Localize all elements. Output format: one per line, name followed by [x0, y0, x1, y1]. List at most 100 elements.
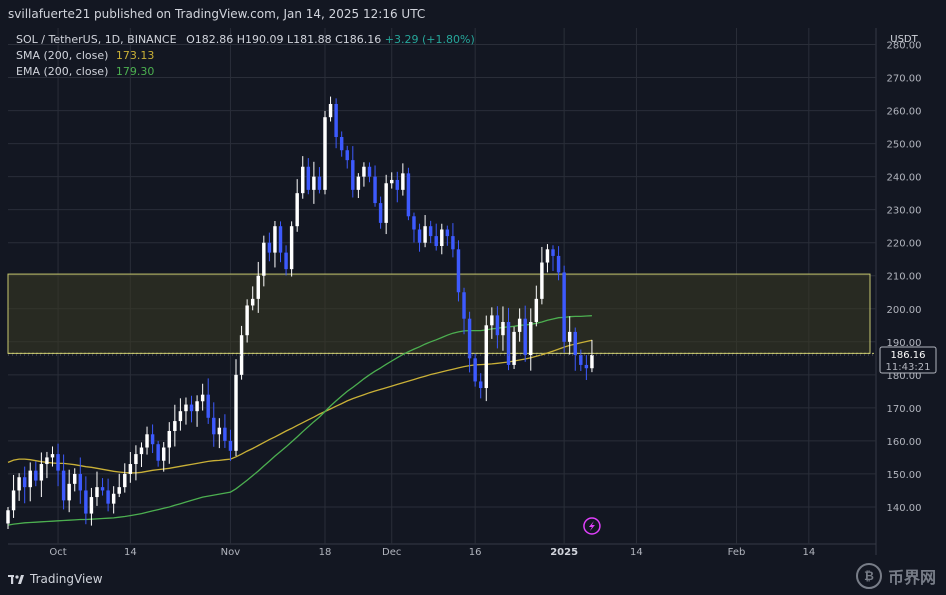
- candle-body: [217, 427, 222, 435]
- candle-body: [195, 401, 199, 412]
- candle-body: [534, 298, 539, 322]
- candle-body: [145, 434, 149, 448]
- legend: SOL / TetherUS, 1D, BINANCE O182.86 H190…: [16, 32, 475, 80]
- candle-body: [423, 226, 427, 243]
- y-tick-label: 140.00: [887, 503, 922, 514]
- candle-body: [295, 193, 299, 227]
- candle-body: [223, 427, 227, 441]
- candle-body: [562, 272, 566, 342]
- candle-body: [150, 434, 155, 445]
- last-price-tag-box[interactable]: [879, 346, 937, 374]
- candle-body: [339, 137, 344, 151]
- candle-body: [212, 417, 216, 435]
- candle-body: [67, 483, 71, 501]
- sma-value: 173.13: [115, 49, 155, 62]
- time-axis[interactable]: Oct 14 Nov 18 Dec 16 2025 14 Feb 14: [49, 547, 815, 558]
- y-tick-label: 270.00: [887, 74, 922, 85]
- candle-body: [495, 315, 500, 336]
- y-tick-label: 170.00: [887, 404, 922, 415]
- y-tick-label: 260.00: [887, 107, 922, 118]
- candle-body: [362, 166, 366, 177]
- ema-value: 179.30: [115, 65, 155, 78]
- y-tick-label: 240.00: [887, 173, 922, 184]
- candle-body: [161, 447, 166, 461]
- candle-body: [173, 421, 177, 431]
- candle-body: [384, 183, 388, 223]
- candle-body: [556, 255, 561, 273]
- lightning-bolt-icon: [588, 521, 595, 531]
- legend-open: O182.86: [186, 33, 234, 46]
- published-line: svillafuerte21 published on TradingView.…: [8, 7, 426, 21]
- candle-body: [434, 236, 438, 247]
- price-axis[interactable]: USDT 140.00 150.00 160.00 170.00 180.00 190.00…: [887, 34, 922, 514]
- x-tick-label: 14: [630, 547, 643, 558]
- currency-label[interactable]: USDT: [890, 34, 918, 45]
- candle-body: [245, 305, 249, 336]
- candle-body: [401, 173, 405, 190]
- candle-body: [134, 454, 138, 465]
- candle-body: [462, 292, 466, 319]
- candle-body: [28, 470, 32, 488]
- y-tick-label: 210.00: [887, 272, 922, 283]
- candle-body: [445, 229, 450, 237]
- candle-body: [128, 464, 133, 474]
- y-tick-label: 200.00: [887, 305, 922, 316]
- support-zone-rect: [7, 273, 871, 354]
- candle-body: [323, 117, 327, 190]
- candle-body: [478, 381, 483, 389]
- x-tick-label: 14: [124, 547, 137, 558]
- legend-close: C186.16: [335, 33, 382, 46]
- candle-body: [234, 374, 238, 451]
- legend-symbol-line: SOL / TetherUS, 1D, BINANCE O182.86 H190…: [16, 32, 475, 48]
- candle-body: [289, 226, 294, 270]
- candle-body: [6, 510, 10, 524]
- candle-body: [428, 226, 433, 237]
- x-tick-label: Nov: [221, 547, 241, 558]
- candle-body: [579, 355, 583, 365]
- legend-symbol[interactable]: SOL / TetherUS, 1D, BINANCE: [16, 33, 177, 46]
- candle-body: [22, 477, 27, 488]
- y-tick-label: 230.00: [887, 206, 922, 217]
- y-tick-label: 180.00: [887, 371, 922, 382]
- candle-body: [178, 411, 183, 422]
- candle-body: [540, 262, 544, 299]
- candle-body: [89, 497, 94, 514]
- legend-low: L181.88: [286, 33, 332, 46]
- candle-body: [334, 103, 338, 138]
- candle-body: [267, 242, 272, 253]
- candle-body: [417, 229, 422, 243]
- event-lightning-icon[interactable]: [583, 517, 601, 535]
- candle-body: [312, 176, 316, 190]
- y-tick-label: 280.00: [887, 41, 922, 52]
- legend-sma-line[interactable]: SMA (200, close) 173.13: [16, 48, 475, 64]
- candle-body: [484, 325, 488, 389]
- watermark-logo-icon: ₿: [855, 563, 882, 589]
- candle-body: [139, 447, 144, 455]
- candle-body: [467, 318, 472, 359]
- legend-ema-line[interactable]: EMA (200, close) 179.30: [16, 64, 475, 80]
- x-tick-label: 16: [469, 547, 482, 558]
- moving-averages: [7, 315, 593, 526]
- tradingview-logo-icon: [8, 573, 24, 585]
- candle-body: [517, 318, 522, 332]
- y-tick-label: 250.00: [887, 140, 922, 151]
- candle-body: [345, 150, 349, 161]
- footer-brand[interactable]: TradingView: [8, 572, 103, 586]
- y-tick-label: 190.00: [887, 338, 922, 349]
- watermark: ₿ 币界网: [855, 563, 936, 589]
- candle-body: [473, 358, 477, 382]
- candle-body: [111, 493, 116, 504]
- candle-body: [100, 487, 105, 491]
- sma-label: SMA (200, close): [16, 49, 109, 62]
- candle-body: [239, 335, 244, 375]
- candle-body: [189, 404, 194, 412]
- candle-body: [412, 216, 416, 230]
- candle-body: [378, 203, 383, 223]
- candle-body: [306, 166, 311, 190]
- sma-200-line: [7, 339, 593, 474]
- candle-body: [567, 331, 572, 342]
- candle-body: [45, 457, 49, 465]
- candle-body: [301, 166, 305, 194]
